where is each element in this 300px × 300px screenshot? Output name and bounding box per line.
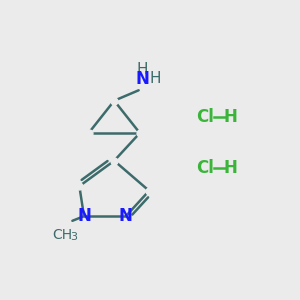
Text: N: N: [135, 70, 149, 88]
Text: N: N: [119, 207, 133, 225]
Text: N: N: [77, 207, 91, 225]
Text: Cl: Cl: [196, 108, 214, 126]
Text: CH: CH: [52, 228, 72, 242]
Text: H: H: [224, 159, 237, 177]
Text: H: H: [224, 108, 237, 126]
Text: H: H: [136, 62, 148, 77]
Text: H: H: [149, 71, 161, 86]
Text: Cl: Cl: [196, 159, 214, 177]
Text: 3: 3: [70, 232, 77, 242]
